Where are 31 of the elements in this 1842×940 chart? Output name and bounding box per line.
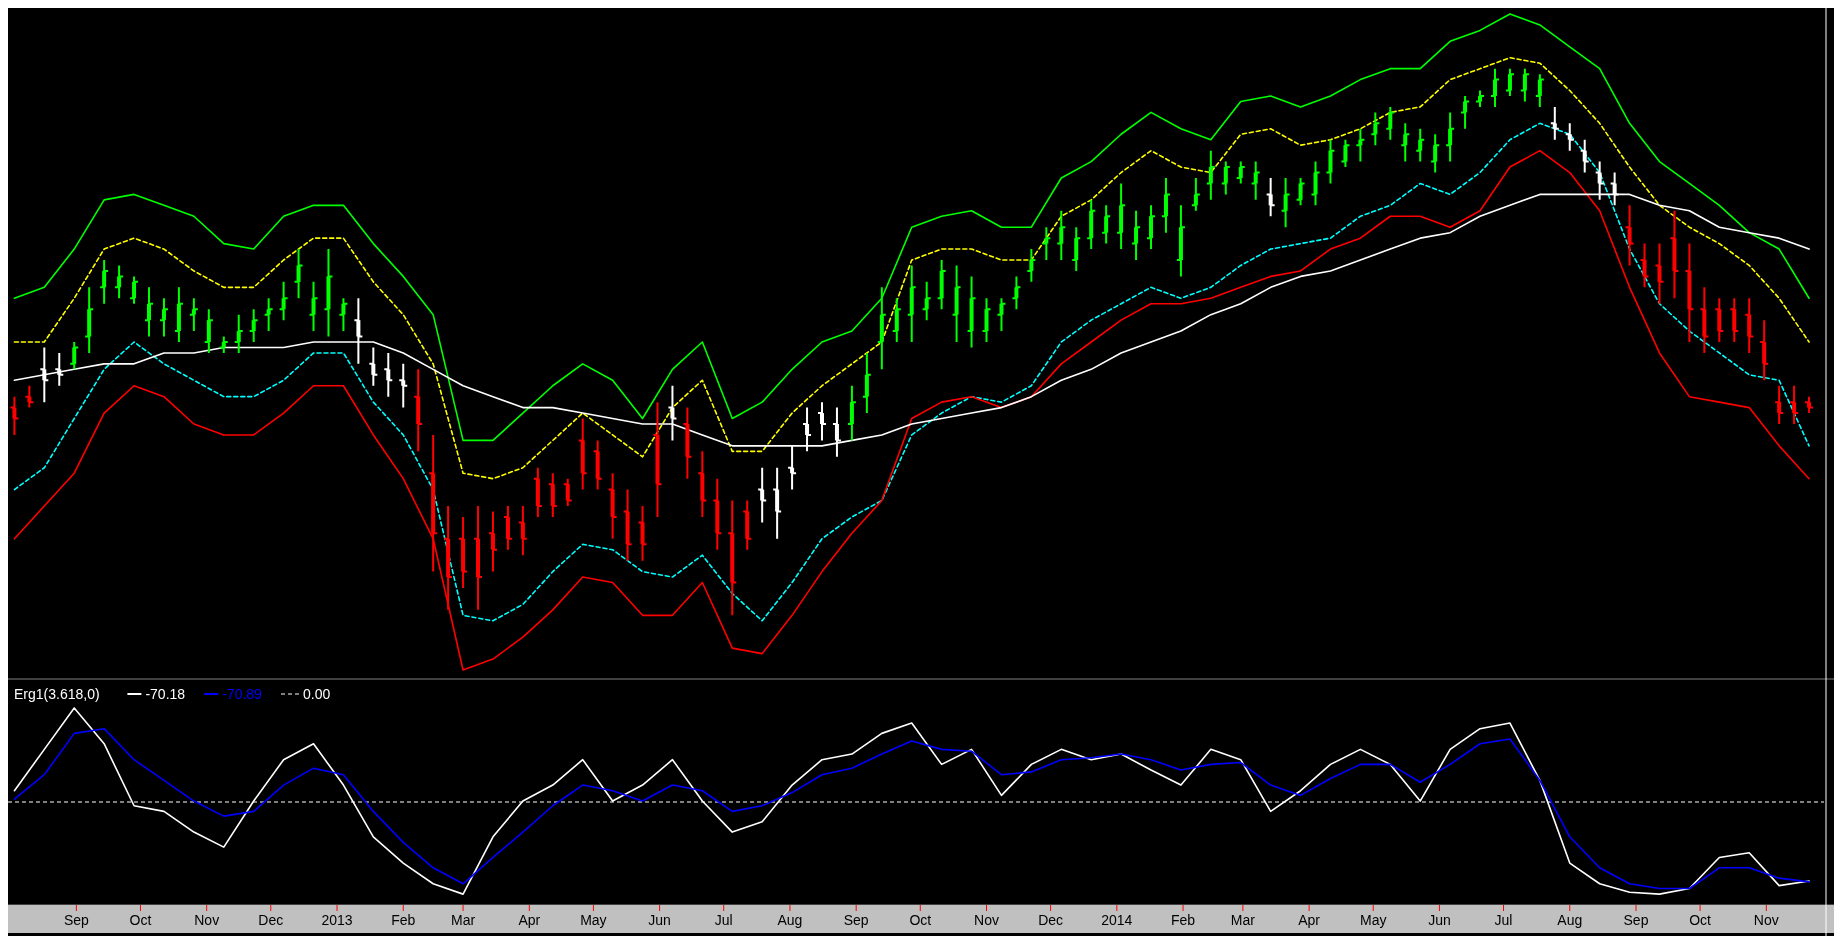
x-tick-label: Oct	[1689, 912, 1712, 928]
x-tick-label: Nov	[194, 912, 220, 928]
x-tick-label: Apr	[518, 912, 541, 928]
x-tick-label: 2013	[321, 912, 353, 928]
x-tick-label: Nov	[1753, 912, 1779, 928]
x-tick-label: Dec	[258, 912, 284, 928]
chart-title: Erg1(3.618,0)	[14, 686, 100, 702]
x-tick-label: Aug	[777, 912, 803, 928]
x-tick-label: Jul	[1494, 912, 1513, 928]
x-tick-label: Jun	[1428, 912, 1451, 928]
x-tick-label: Aug	[1557, 912, 1583, 928]
x-tick-label: May	[580, 912, 607, 928]
legend-label: -70.89	[222, 686, 263, 702]
x-tick-label: Sep	[1623, 912, 1649, 928]
x-tick-label: Jul	[714, 912, 733, 928]
x-tick-label: Mar	[1230, 912, 1256, 928]
x-tick-label: Dec	[1038, 912, 1064, 928]
legend-label: -70.18	[145, 686, 186, 702]
x-tick-label: Sep	[63, 912, 90, 928]
x-tick-label: Oct	[129, 912, 152, 928]
x-tick-label: Sep	[843, 912, 869, 928]
legend-label: 0.00	[303, 686, 331, 702]
x-tick-label: Oct	[909, 912, 932, 928]
x-tick-label: May	[1359, 912, 1387, 928]
x-tick-label: Mar	[451, 912, 476, 928]
x-tick-label: Feb	[1171, 912, 1196, 928]
x-tick-label: 2014	[1101, 912, 1133, 928]
x-tick-label: Jun	[648, 912, 671, 928]
x-tick-label: Apr	[1298, 912, 1321, 928]
x-tick-label: Nov	[974, 912, 999, 928]
x-tick-label: Feb	[391, 912, 416, 928]
